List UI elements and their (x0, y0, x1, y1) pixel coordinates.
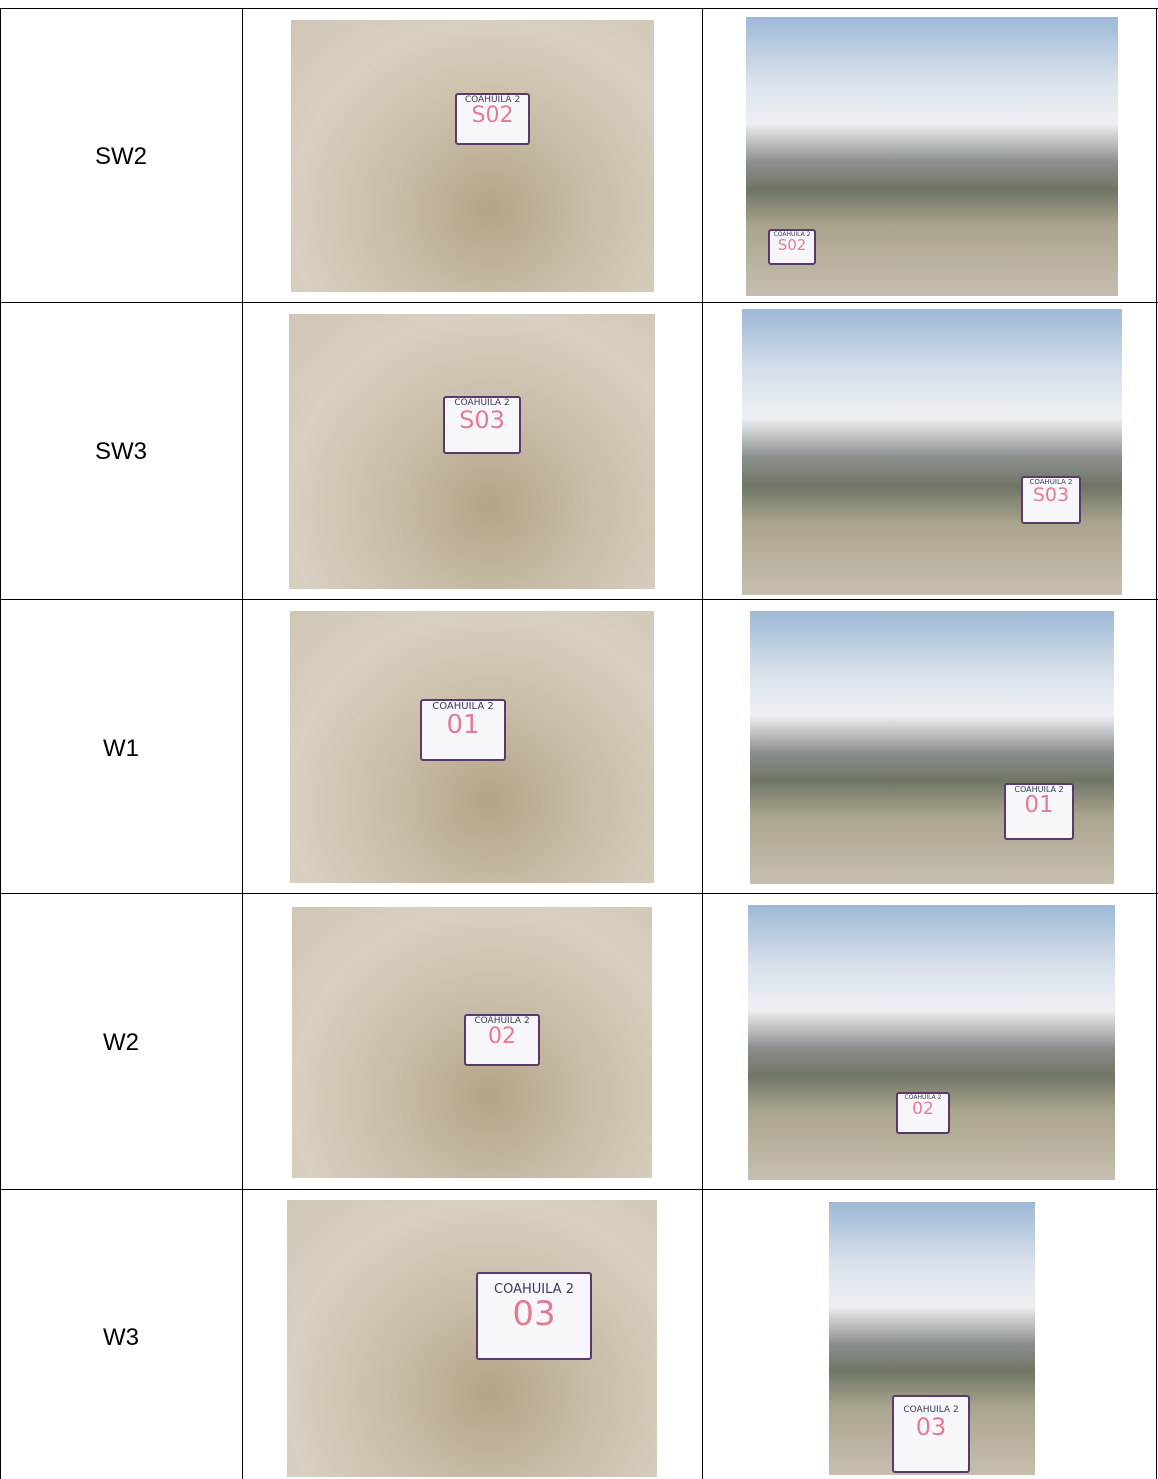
row-label: W1 (103, 735, 139, 762)
sign-code: S03 (459, 406, 505, 434)
soil-photo (287, 1200, 657, 1477)
sign-title: COAHUILA 2 (464, 95, 521, 105)
sign-code: S02 (471, 103, 514, 128)
sign-code: S03 (1032, 484, 1070, 506)
sign-title: COAHUILA 2 (1029, 478, 1073, 486)
sign: COAHUILA 2 S03 (443, 396, 521, 454)
sign: COAHUILA 2 S02 (768, 229, 816, 265)
sign-code: 01 (1024, 792, 1054, 818)
sign: COAHUILA 2 03 (892, 1395, 970, 1473)
sign-title: COAHUILA 2 (904, 1094, 942, 1101)
sign-code: 02 (488, 1024, 516, 1049)
landscape-photo (750, 611, 1114, 884)
row-label: W3 (103, 1324, 139, 1351)
row-label: SW2 (94, 143, 147, 170)
sign-code: 01 (446, 710, 480, 740)
sign-title: COAHUILA 2 (494, 1282, 574, 1297)
row-border (0, 893, 1158, 894)
column-border (1156, 8, 1157, 1479)
sign-title: COAHUILA 2 (474, 1016, 530, 1026)
row-border (0, 599, 1158, 600)
sign-title: COAHUILA 2 (903, 1405, 959, 1415)
column-border (0, 8, 1, 1479)
sign: COAHUILA 2 01 (1004, 783, 1074, 840)
sign-code: 02 (912, 1099, 934, 1119)
column-border (242, 8, 243, 1479)
sign-title: COAHUILA 2 (773, 231, 811, 238)
row-border (0, 8, 1158, 9)
row-border (0, 1189, 1158, 1190)
sign: COAHUILA 2 S02 (455, 93, 530, 145)
sign-title: COAHUILA 2 (432, 701, 494, 712)
sign-code: 03 (512, 1294, 556, 1334)
sign-title: COAHUILA 2 (1014, 785, 1064, 794)
landscape-photo (742, 309, 1122, 595)
sign-code: 03 (915, 1413, 947, 1441)
sign: COAHUILA 2 02 (464, 1014, 540, 1066)
row-label: SW3 (94, 438, 147, 465)
row-border (0, 302, 1158, 303)
sign: COAHUILA 2 01 (420, 699, 506, 761)
sign: COAHUILA 2 02 (896, 1092, 950, 1134)
soil-photo (291, 20, 654, 292)
sign-title: COAHUILA 2 (454, 398, 510, 408)
column-border (702, 8, 703, 1479)
sign: COAHUILA 2 S03 (1021, 476, 1081, 524)
landscape-photo (748, 905, 1115, 1180)
sign: COAHUILA 2 03 (476, 1272, 592, 1360)
row-label: W2 (103, 1029, 139, 1056)
sign-code: S02 (777, 236, 807, 254)
